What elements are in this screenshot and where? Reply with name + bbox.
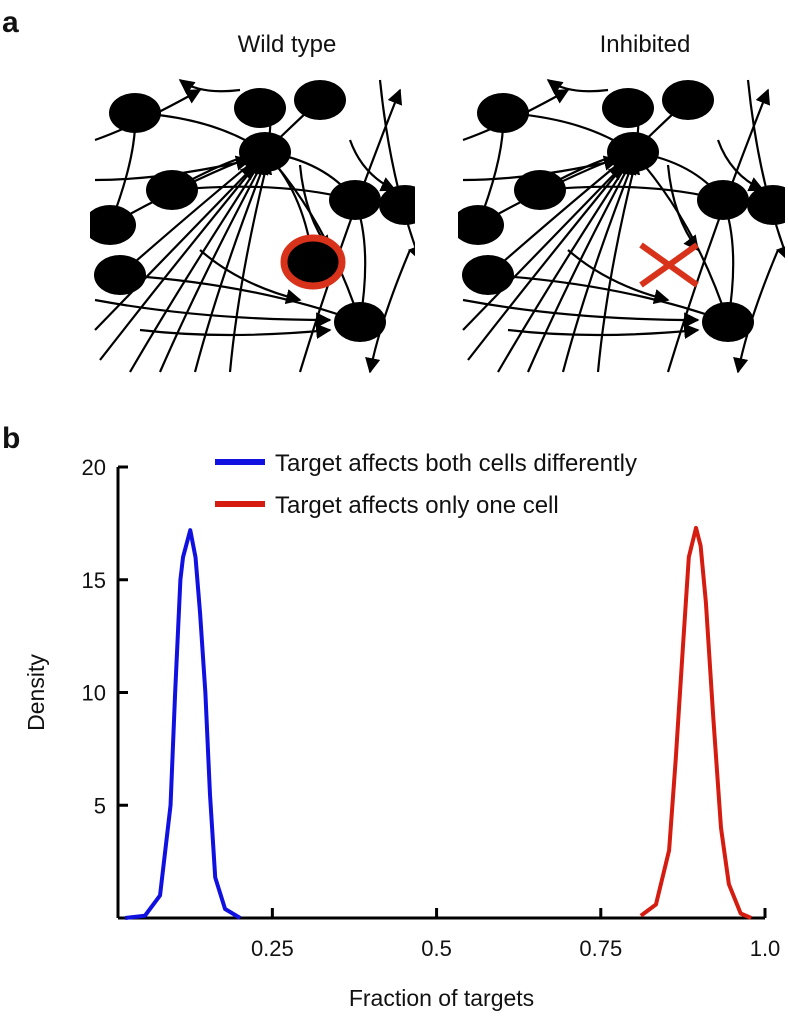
edge (94, 298, 332, 328)
node (602, 88, 654, 128)
edge (462, 163, 625, 331)
x-tick-label: 0.75 (579, 936, 622, 961)
line (639, 525, 752, 920)
edge (94, 163, 257, 331)
y-axis-label: Density (23, 654, 49, 731)
edge (129, 158, 263, 373)
node (702, 302, 754, 342)
edge (348, 139, 397, 192)
node (146, 170, 198, 210)
edge (733, 249, 780, 373)
chart: 5 10 15 20 0.25 0.5 0.75 1.0 Fraction of targets… (23, 450, 780, 1011)
edge (716, 139, 765, 192)
node (239, 132, 291, 172)
y-tick-label: 10 (82, 681, 106, 706)
node (234, 88, 286, 128)
node (334, 302, 386, 342)
edge (228, 158, 273, 373)
node (458, 205, 504, 245)
panel-label: a (2, 6, 19, 39)
edge (139, 323, 332, 339)
edge (666, 164, 699, 252)
edge (526, 158, 633, 373)
edge (567, 249, 670, 305)
x-axis-label: Fraction of targets (349, 985, 534, 1011)
edge (632, 151, 732, 324)
edge (298, 88, 403, 373)
edge (487, 273, 730, 325)
edge (171, 185, 357, 204)
edge (666, 88, 771, 373)
diagram-title: Inhibited (600, 31, 691, 58)
edge (119, 273, 362, 325)
edge (365, 249, 412, 373)
edge (178, 79, 241, 95)
edge (193, 158, 269, 373)
edge (507, 323, 700, 339)
node (379, 185, 415, 225)
edge (99, 158, 261, 361)
x-tick-label: 1.0 (750, 936, 781, 961)
edge (596, 158, 641, 373)
edge (467, 158, 629, 361)
node (747, 185, 785, 225)
node (662, 80, 714, 120)
line (124, 528, 242, 920)
node (477, 93, 529, 133)
y-tick-label: 20 (82, 455, 106, 480)
legend-label: Target affects both cells differently (275, 450, 637, 477)
edge (378, 79, 415, 262)
network (458, 79, 785, 373)
inhibition-mark (639, 242, 699, 288)
edge (746, 79, 785, 262)
node (109, 93, 161, 133)
node (697, 180, 749, 220)
x-tick-label: 0.5 (421, 936, 452, 961)
x-tick-label: 0.25 (251, 936, 294, 961)
node (462, 255, 514, 295)
node (607, 132, 659, 172)
panel-label: b (2, 422, 20, 455)
edge (561, 158, 637, 373)
node (329, 180, 381, 220)
network (90, 79, 415, 373)
legend-label: Target affects only one cell (275, 492, 559, 519)
edge (158, 158, 265, 373)
edge (539, 185, 725, 204)
edge (199, 249, 302, 305)
edge (462, 298, 700, 328)
y-tick-label: 5 (94, 793, 106, 818)
target-node (280, 234, 346, 290)
diagram-title: Wild type (238, 31, 337, 58)
y-tick-label: 15 (82, 568, 106, 593)
node (514, 170, 566, 210)
node (294, 80, 346, 120)
edge (546, 79, 609, 95)
node (90, 205, 136, 245)
edge (497, 158, 631, 373)
node (94, 255, 146, 295)
